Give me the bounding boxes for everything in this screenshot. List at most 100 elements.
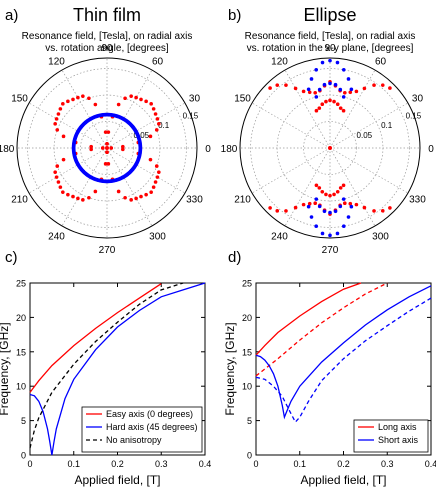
- c-ylabel: Frequency, [GHz]: [0, 322, 11, 415]
- a-point-red: [58, 185, 63, 189]
- a-point-red: [76, 95, 80, 100]
- b-point-blue: [335, 231, 340, 236]
- a-angle-label: 90: [101, 43, 113, 54]
- a-point-red: [155, 117, 160, 121]
- b-point-blue: [314, 224, 319, 229]
- a-grid-circle: [27, 68, 187, 228]
- polar-plot-b: 90603003303002702402101801501200.050.10.…: [221, 43, 435, 256]
- a-point-red: [56, 112, 61, 116]
- a-point-red: [61, 134, 66, 139]
- b-point-red: [380, 83, 385, 87]
- d-legend-label: Long axis: [378, 422, 417, 432]
- b-angle-label: 210: [234, 195, 251, 206]
- b-point-red: [338, 106, 343, 110]
- a-point-red: [134, 95, 138, 100]
- b-point-red: [332, 192, 336, 197]
- a-point-red: [76, 196, 80, 201]
- a-point-red: [55, 128, 60, 132]
- b-point-blue: [306, 204, 311, 209]
- c-ytick-label: 10: [16, 382, 26, 392]
- panel-a-letter: a): [5, 7, 18, 24]
- a-grid-spoke: [106, 147, 153, 227]
- b-radial-label: 0.15: [406, 111, 422, 120]
- c-series-0: [29, 283, 162, 393]
- d-xtick-label: 0.4: [425, 459, 436, 469]
- b-point-blue: [338, 87, 343, 92]
- a-point-red: [144, 99, 148, 104]
- a-point-red: [134, 196, 138, 201]
- a-point-red: [149, 190, 153, 194]
- a-point-red: [61, 190, 65, 194]
- b-point-red: [268, 206, 272, 210]
- b-point-blue: [309, 77, 314, 81]
- b-grid-spoke: [284, 147, 331, 227]
- d-ytick-label: 10: [242, 382, 252, 392]
- a-point-red: [116, 189, 121, 194]
- b-point-blue: [320, 60, 325, 65]
- b-point-red: [301, 202, 306, 207]
- a-point-red: [66, 192, 70, 197]
- b-point-blue: [346, 77, 351, 81]
- c-xtick-label: 0.1: [67, 459, 80, 469]
- d-series-0: [255, 282, 362, 356]
- a-point-red: [89, 144, 93, 149]
- panel-b-letter: b): [228, 7, 241, 24]
- panel-d-letter: d): [228, 249, 241, 266]
- a-point-red: [100, 146, 105, 150]
- a-point-red: [121, 147, 125, 152]
- c-legend-label: No anisotropy: [106, 435, 162, 445]
- a-angle-label: 180: [0, 144, 15, 155]
- b-angle-label: 150: [234, 94, 251, 105]
- a-point-red: [154, 128, 159, 132]
- b-grid-spoke: [329, 147, 409, 194]
- b-point-red: [324, 192, 328, 197]
- b-point-red: [275, 83, 280, 87]
- b-point-red: [348, 201, 353, 206]
- b-point-red: [317, 106, 322, 110]
- a-point-red: [66, 99, 70, 104]
- b-radial-label: 0.05: [357, 131, 373, 140]
- a-point-red: [58, 107, 63, 111]
- a-point-red: [123, 96, 127, 101]
- a-point-red: [116, 102, 121, 107]
- a-point-red: [149, 102, 153, 106]
- b-outer-circle: [239, 57, 421, 239]
- line-plot-c: 0 0.1 0.2 0.3 0.4 0 5 10 15 20 25 Applied field, [T…: [0, 279, 211, 488]
- c-ytick-label: 15: [16, 347, 26, 357]
- a-point-red: [87, 195, 91, 200]
- a-point-red: [103, 130, 108, 134]
- b-point-red: [342, 90, 347, 95]
- b-point-red: [348, 90, 353, 95]
- a-point-red: [61, 157, 66, 162]
- b-point-red: [320, 189, 325, 194]
- b-point-blue: [306, 87, 311, 92]
- b-angle-label: 0: [428, 144, 434, 155]
- b-point-blue: [328, 81, 332, 86]
- d-legend-label: Short axis: [378, 435, 419, 445]
- a-angle-label: 0: [205, 144, 211, 155]
- a-radial-label: 0.15: [183, 111, 199, 120]
- a-grid-spoke: [106, 69, 153, 149]
- b-point-red: [293, 86, 298, 91]
- b-grid-spoke: [251, 102, 331, 149]
- b-point-red: [335, 102, 340, 107]
- a-outer-circle: [16, 57, 198, 239]
- a-point-red: [109, 146, 114, 150]
- a-point-red: [144, 192, 148, 197]
- a-point-red: [54, 175, 59, 179]
- a-grid-spoke: [28, 102, 108, 149]
- a-point-red: [153, 180, 158, 184]
- b-point-blue: [341, 197, 346, 201]
- b-point-red: [338, 186, 343, 190]
- c-xtick-label: 0: [27, 459, 32, 469]
- b-point-blue: [349, 87, 354, 92]
- d-ytick-label: 5: [247, 416, 252, 426]
- d-ytick-label: 15: [242, 347, 252, 357]
- b-angle-label: 120: [271, 57, 288, 68]
- b-point-blue: [317, 204, 322, 209]
- a-grid-spoke: [106, 102, 186, 149]
- b-grid-spoke: [284, 69, 331, 149]
- a-grid-spoke: [61, 69, 108, 149]
- b-point-red: [293, 205, 298, 210]
- a-point-red: [71, 97, 75, 102]
